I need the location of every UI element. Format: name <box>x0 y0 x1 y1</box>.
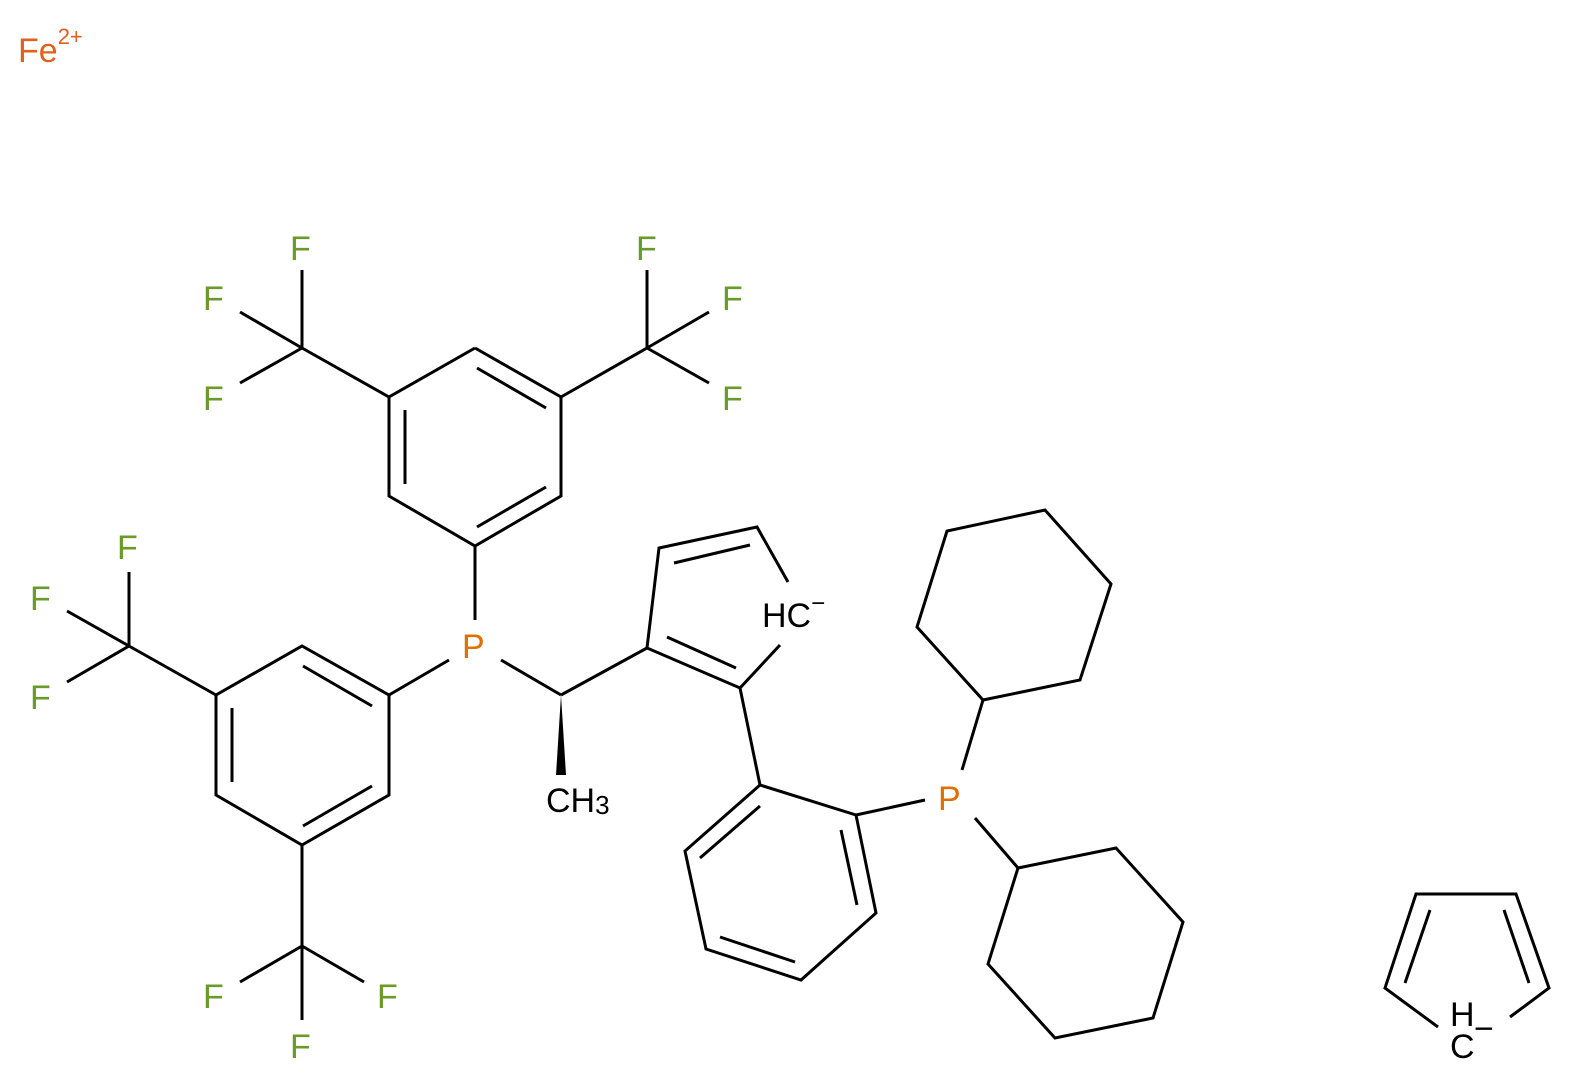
substituted-cp-ring <box>645 525 790 690</box>
fluorine-label: F <box>203 380 224 418</box>
fluorine-label: F <box>203 978 224 1016</box>
fluorine-label: F <box>203 280 224 318</box>
fluorine-label: F <box>722 280 743 318</box>
fluorine-label: F <box>290 1028 311 1066</box>
phosphorus-label: P <box>462 628 485 666</box>
lower-aryl-ring <box>214 644 391 847</box>
methyl-label: CH3 <box>546 782 610 820</box>
fluorine-label: F <box>30 679 51 717</box>
cp-anion-c-label: C <box>1450 1028 1475 1066</box>
phosphorus-label: P <box>938 780 961 818</box>
fluorine-label: F <box>377 978 398 1016</box>
cp-anion-charge: − <box>1474 1010 1494 1048</box>
upper-aryl-ring <box>387 346 563 548</box>
phenylene-ring <box>683 783 878 982</box>
wedge-bond <box>556 695 566 775</box>
fluorine-label: F <box>117 529 138 567</box>
fluorine-label: F <box>290 230 311 268</box>
lower-cyclohexyl <box>986 846 1185 1040</box>
cp-anion-ring <box>1383 892 1551 1029</box>
carbanion-label: HC− <box>762 590 825 635</box>
bonds <box>66 270 1551 1040</box>
atom-labels: Fe2+ F F F F F F F F F F F F P P CH3 HC−… <box>18 24 1494 1066</box>
fluorine-label: F <box>30 580 51 618</box>
cp-anion-h-label: H <box>1450 996 1475 1034</box>
iron-label: Fe2+ <box>18 24 83 70</box>
fluorine-label: F <box>722 380 743 418</box>
fluorine-label: F <box>636 230 657 268</box>
upper-cyclohexyl <box>915 508 1113 702</box>
